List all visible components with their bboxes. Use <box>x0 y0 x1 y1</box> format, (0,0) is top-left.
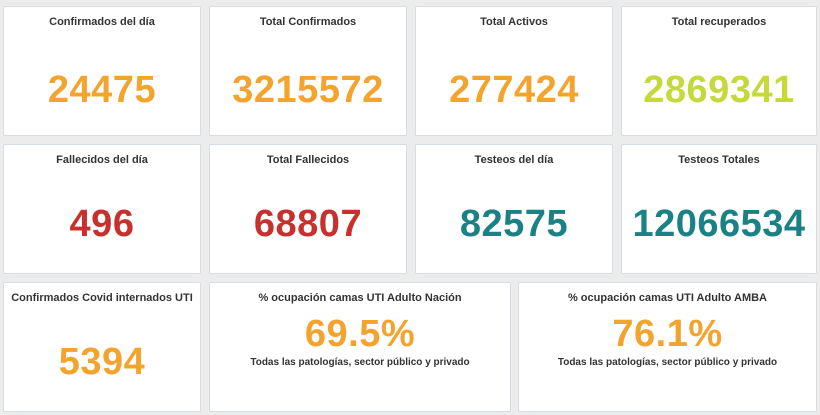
card-fallecidos-del-dia: Fallecidos del día 496 <box>3 144 201 274</box>
card-subtitle: Todas las patologías, sector público y p… <box>557 357 778 368</box>
card-ocupacion-nacion: % ocupación camas UTI Adulto Nación 69.5… <box>209 282 511 412</box>
card-title: % ocupación camas UTI Adulto AMBA <box>567 292 768 304</box>
card-total-fallecidos: Total Fallecidos 68807 <box>209 144 407 274</box>
card-value: 68807 <box>253 203 363 245</box>
card-title: % ocupación camas UTI Adulto Nación <box>258 292 462 304</box>
card-value: 69.5% <box>304 313 416 355</box>
card-title: Fallecidos del día <box>56 154 148 166</box>
card-testeos-totales: Testeos Totales 12066534 <box>621 144 817 274</box>
card-title: Testeos Totales <box>678 154 760 166</box>
card-value: 76.1% <box>612 313 723 355</box>
card-title: Confirmados del día <box>49 16 155 28</box>
card-title: Confirmados Covid internados UTI <box>11 292 193 304</box>
card-title: Testeos del día <box>474 154 554 166</box>
card-value: 2869341 <box>643 69 795 111</box>
card-confirmados-internados-uti: Confirmados Covid internados UTI 5394 <box>3 282 201 412</box>
card-value: 12066534 <box>632 203 806 245</box>
card-total-recuperados: Total recuperados 2869341 <box>621 6 817 136</box>
card-subtitle: Todas las patologías, sector público y p… <box>250 357 470 368</box>
card-value: 3215572 <box>232 69 384 111</box>
card-ocupacion-amba: % ocupación camas UTI Adulto AMBA 76.1% … <box>518 282 817 412</box>
card-value: 24475 <box>47 69 157 111</box>
card-title: Total recuperados <box>671 16 767 28</box>
card-testeos-del-dia: Testeos del día 82575 <box>415 144 613 274</box>
card-confirmados-del-dia: Confirmados del día 24475 <box>3 6 201 136</box>
card-value: 82575 <box>459 203 569 245</box>
card-value: 5394 <box>58 341 146 383</box>
card-total-activos: Total Activos 277424 <box>415 6 613 136</box>
card-title: Total Fallecidos <box>266 154 350 166</box>
card-title: Total Confirmados <box>259 16 357 28</box>
card-value: 277424 <box>449 69 579 111</box>
card-value: 496 <box>69 203 135 245</box>
card-total-confirmados: Total Confirmados 3215572 <box>209 6 407 136</box>
card-title: Total Activos <box>480 16 548 28</box>
